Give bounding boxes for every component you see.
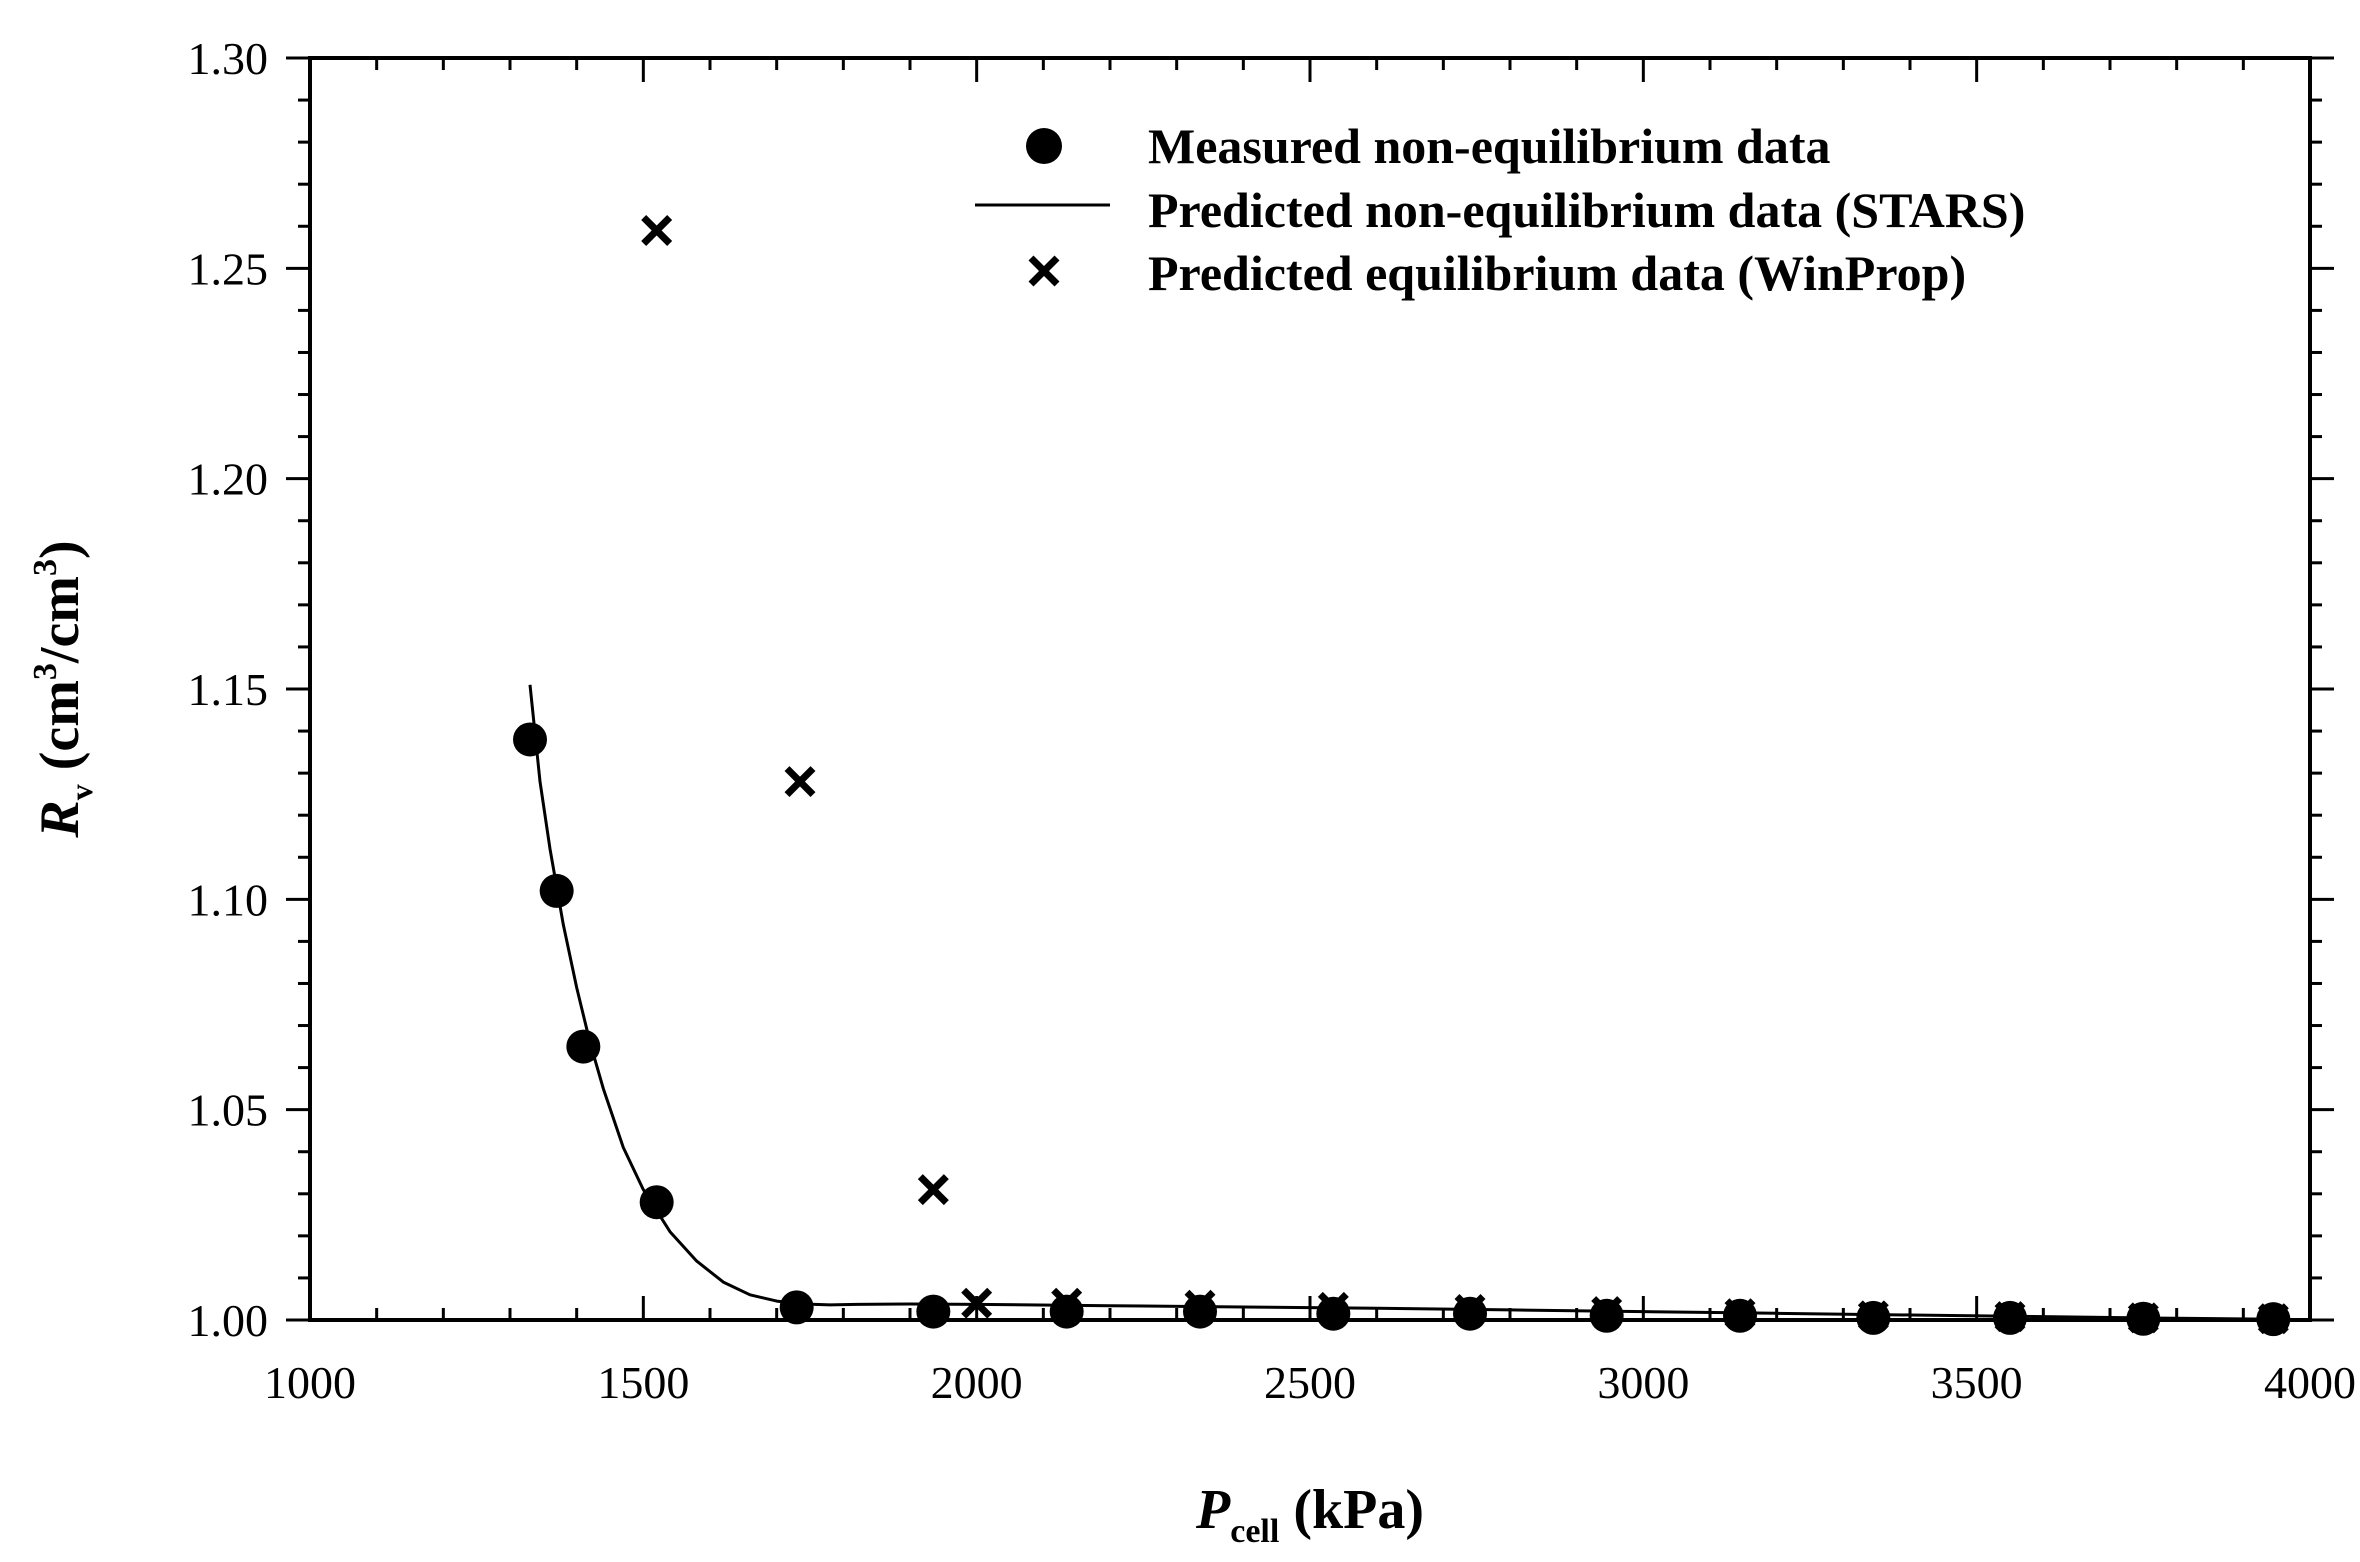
y-tick-label: 1.20	[188, 454, 269, 505]
winprop-point-stroke	[784, 766, 816, 798]
winprop-point	[2127, 1302, 2159, 1334]
legend: Measured non-equilibrium data Predicted …	[975, 118, 2025, 301]
legend-label-winprop: Predicted equilibrium data (WinProp)	[1148, 245, 1966, 301]
legend-marker-measured	[1026, 128, 1062, 164]
winprop-point-stroke	[1051, 1287, 1083, 1319]
winprop-point	[641, 214, 673, 246]
x-axis-title-unit: (kPa)	[1279, 1479, 1424, 1541]
winprop-point-stroke	[917, 1174, 949, 1206]
legend-label-measured: Measured non-equilibrium data	[1148, 118, 1831, 174]
axis-tick-labels: 1000 1500 2000 2500 3000 3500 4000 1.00 1.05 1.10…	[188, 33, 2357, 1408]
y-axis-title-subscript: v	[63, 784, 99, 800]
y-axis-title-sup-1: 3	[27, 663, 64, 680]
x-tick-label: 3500	[1931, 1357, 2023, 1408]
y-axis-title-sup-2: 3	[27, 559, 64, 576]
winprop-point	[1857, 1300, 1889, 1332]
measured-point	[916, 1294, 951, 1329]
winprop-point-stroke	[1994, 1301, 2026, 1333]
x-tick-label: 2500	[1264, 1357, 1356, 1408]
measured-point	[1183, 1294, 1217, 1329]
measured-point	[539, 873, 574, 908]
winprop-point-stroke	[1857, 1300, 1889, 1332]
y-axis-title-unit-close: )	[29, 540, 91, 559]
y-tick-label: 1.15	[188, 664, 269, 715]
winprop-point	[1994, 1301, 2026, 1333]
legend-marker-winprop	[1028, 255, 1060, 287]
winprop-point-stroke	[641, 214, 673, 246]
y-tick-label: 1.05	[188, 1085, 269, 1136]
winprop-point	[1051, 1287, 1083, 1319]
y-tick-label: 1.00	[188, 1295, 269, 1346]
legend-label-stars: Predicted non-equilibrium data (STARS)	[1148, 182, 2025, 238]
winprop-point-stroke	[1317, 1291, 1349, 1323]
y-axis-title: Rv (cm3/cm3)	[27, 540, 99, 838]
winprop-point-stroke	[961, 1287, 993, 1319]
measured-point	[639, 1185, 674, 1220]
winprop-point-stroke	[1724, 1298, 1756, 1330]
x-tick-label: 2000	[931, 1357, 1023, 1408]
measured-point	[566, 1029, 601, 1064]
y-axis-title-symbol: R	[29, 800, 91, 838]
winprop-point	[784, 766, 816, 798]
y-axis-title-unit-mid: /cm	[29, 576, 91, 664]
x-axis-title: Pcell (kPa)	[1195, 1479, 1424, 1550]
x-axis-title-subscript: cell	[1230, 1513, 1279, 1550]
x-axis-title-symbol: P	[1195, 1479, 1231, 1541]
winprop-point	[917, 1174, 949, 1206]
winprop-point	[1317, 1291, 1349, 1323]
winprop-point-stroke	[1184, 1289, 1216, 1321]
measured-point	[513, 722, 547, 757]
winprop-point	[1184, 1289, 1216, 1321]
x-tick-label: 1500	[597, 1357, 689, 1408]
y-tick-label: 1.30	[188, 33, 269, 84]
y-tick-label: 1.25	[188, 243, 269, 294]
plot-frame	[308, 56, 2312, 1322]
measured-point	[1316, 1296, 1351, 1331]
x-tick-label: 1000	[264, 1357, 356, 1408]
winprop-point	[1724, 1298, 1756, 1330]
x-tick-label: 3000	[1597, 1357, 1689, 1408]
plot-series	[513, 214, 2291, 1337]
stars-prediction-line	[528, 684, 2277, 1321]
measured-point	[779, 1290, 814, 1325]
winprop-point-stroke	[2127, 1302, 2159, 1334]
winprop-point	[961, 1287, 993, 1319]
x-tick-label: 4000	[2264, 1357, 2356, 1408]
y-axis-title-unit-open: (cm	[29, 680, 91, 784]
y-tick-label: 1.10	[188, 874, 269, 925]
